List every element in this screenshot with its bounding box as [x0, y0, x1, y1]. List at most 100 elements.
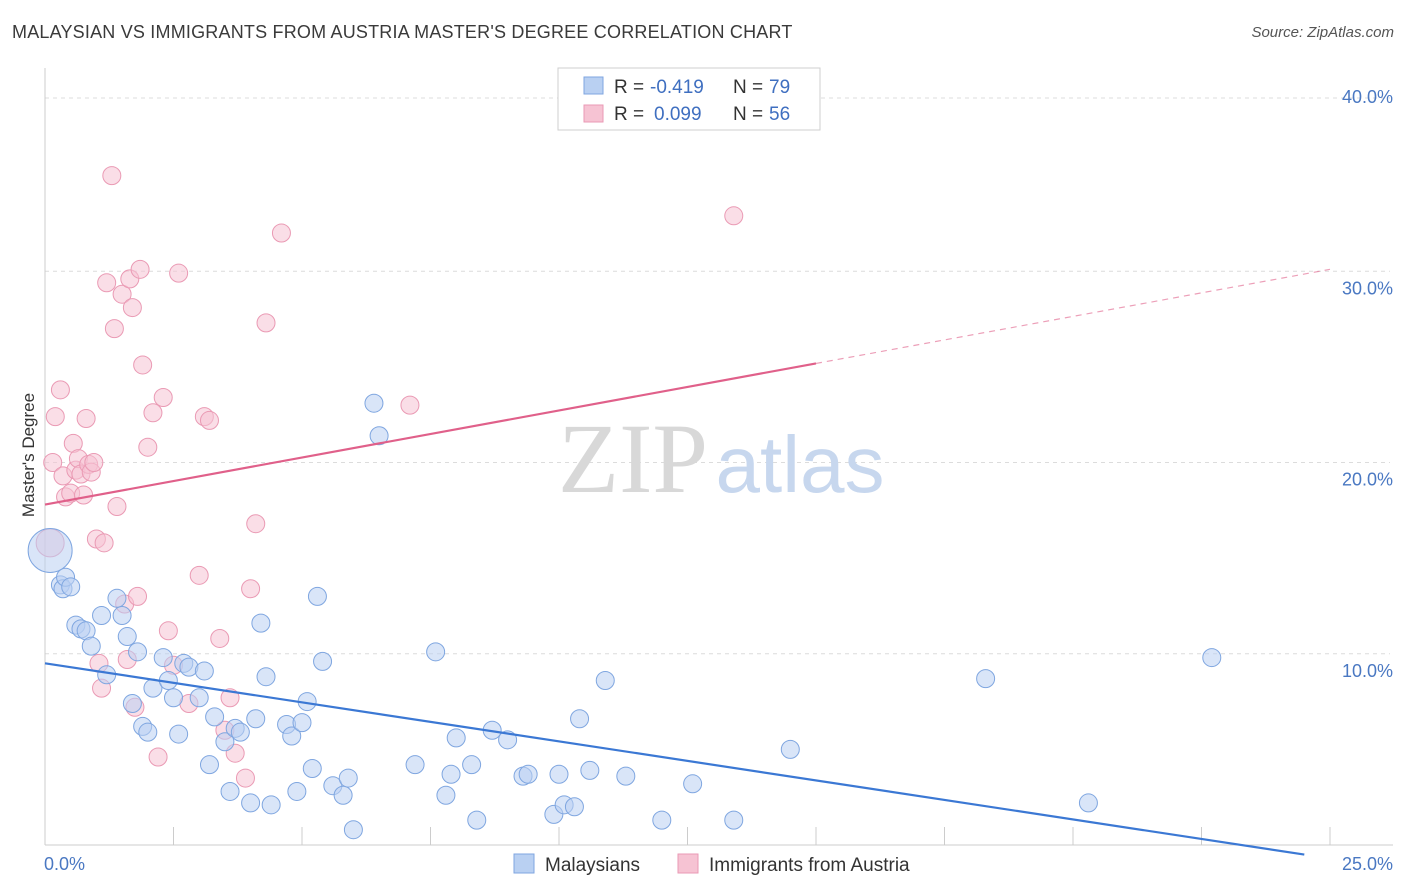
austria-point — [104, 319, 124, 339]
malaysians-point — [518, 764, 538, 784]
austria-point — [256, 313, 276, 333]
legend-n-value-1: 79 — [769, 77, 790, 98]
malaysians-point — [287, 781, 307, 801]
malaysians-point — [313, 651, 333, 671]
malaysians-point — [199, 755, 219, 775]
malaysians-point — [436, 785, 456, 805]
austria-point — [153, 387, 173, 407]
malaysians-point — [205, 707, 225, 727]
bottom-legend-swatch-malaysians — [513, 853, 535, 874]
austria-point — [50, 380, 70, 400]
austria-point — [84, 453, 104, 472]
malaysians-point — [467, 810, 487, 830]
austria-point — [112, 284, 132, 304]
austria-point — [210, 628, 230, 648]
malaysians-point — [169, 724, 189, 744]
source-label: Source: ZipAtlas.com — [1251, 24, 1394, 41]
malaysians-point — [724, 810, 744, 830]
austria-point — [122, 298, 142, 318]
malaysians-point — [246, 709, 266, 729]
austria-trend-line-extension — [815, 268, 1331, 365]
malaysians-point — [364, 393, 384, 413]
malaysians-point — [282, 726, 302, 746]
malaysians-point — [595, 671, 615, 691]
malaysians-point — [333, 785, 353, 805]
malaysians-point — [462, 755, 482, 775]
malaysians-point — [230, 722, 250, 742]
malaysians-point — [122, 693, 142, 713]
y-tick-label: 20.0% — [1342, 470, 1393, 490]
bottom-legend: Malaysians Immigrants from Austria — [513, 853, 910, 876]
bottom-legend-malaysians: Malaysians — [545, 855, 640, 876]
austria-trend-line — [44, 362, 817, 506]
trend-lines — [44, 268, 1331, 856]
malaysians-point — [189, 688, 209, 708]
legend-swatch-malaysians — [583, 76, 604, 95]
austria-point — [158, 621, 178, 641]
malaysians-point — [112, 606, 132, 625]
austria-point — [143, 403, 163, 423]
malaysians-point — [61, 577, 81, 597]
austria-point — [74, 485, 94, 505]
series-malaysians-points — [27, 393, 1222, 840]
malaysians-point — [256, 667, 276, 687]
malaysians-point — [343, 820, 363, 840]
austria-point — [235, 768, 255, 788]
austria-point — [130, 259, 150, 279]
austria-point — [169, 263, 189, 283]
malaysians-point — [570, 709, 590, 729]
y-axis-label: Master's Degree — [19, 393, 38, 517]
austria-point — [148, 747, 168, 767]
legend-r-label-2: R = — [614, 104, 644, 125]
austria-point — [45, 407, 65, 427]
austria-point — [102, 166, 122, 186]
malaysians-point — [128, 642, 148, 662]
legend-swatch-austria — [583, 104, 604, 123]
austria-point — [138, 437, 158, 457]
grid-lines — [45, 97, 1390, 655]
bottom-legend-austria: Immigrants from Austria — [709, 855, 910, 876]
malaysians-trend-line — [44, 662, 1305, 856]
malaysians-point — [1202, 648, 1222, 668]
malaysians-point — [426, 642, 446, 662]
malaysians-point — [194, 661, 214, 681]
austria-point — [189, 565, 209, 585]
malaysians-point — [97, 665, 117, 685]
tick-labels: 10.0% 20.0% 30.0% 40.0% 0.0% 25.0% — [44, 87, 1393, 874]
austria-point — [97, 273, 117, 293]
malaysians-point — [652, 810, 672, 830]
malaysians-point — [1078, 793, 1098, 813]
malaysians-point — [564, 797, 584, 817]
austria-point — [271, 223, 291, 243]
austria-point — [43, 453, 63, 472]
watermark-zip: ZIP — [558, 403, 708, 514]
malaysians-point — [292, 713, 312, 733]
x-tick-label: 0.0% — [44, 854, 85, 874]
malaysians-point — [405, 755, 425, 775]
watermark: ZIP atlas — [558, 403, 884, 514]
bottom-legend-swatch-austria — [677, 853, 699, 874]
legend-r-label-1: R = — [614, 77, 644, 98]
chart-title: MALAYSIAN VS IMMIGRANTS FROM AUSTRIA MAS… — [12, 22, 793, 42]
malaysians-point — [241, 793, 261, 813]
x-tick-label: 25.0% — [1342, 854, 1393, 874]
legend-n-label-1: N = — [733, 77, 763, 98]
y-tick-label: 30.0% — [1342, 278, 1393, 298]
malaysians-point — [780, 739, 800, 759]
malaysians-point — [220, 781, 240, 801]
malaysians-point — [446, 728, 466, 748]
legend-r-value-2: 0.099 — [654, 104, 702, 125]
y-tick-label: 10.0% — [1342, 661, 1393, 681]
malaysians-point — [683, 774, 703, 794]
malaysians-point — [81, 636, 101, 656]
legend: R = -0.419 N = 79 R = 0.099 N = 56 — [557, 67, 821, 131]
watermark-atlas: atlas — [716, 420, 885, 509]
austria-point — [241, 579, 261, 599]
austria-point — [220, 688, 240, 708]
malaysians-point — [117, 627, 137, 647]
malaysians-point — [153, 648, 173, 668]
malaysians-point — [27, 527, 73, 573]
austria-point — [107, 496, 127, 516]
austria-point — [133, 355, 153, 375]
malaysians-point — [261, 795, 281, 815]
